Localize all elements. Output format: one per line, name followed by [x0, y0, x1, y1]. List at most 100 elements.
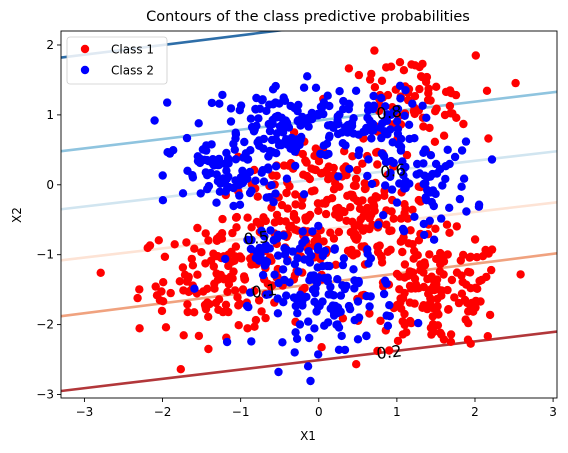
- point-class-2: [333, 320, 342, 329]
- point-class-2: [410, 212, 419, 221]
- point-class-1: [385, 226, 394, 236]
- point-class-1: [439, 335, 449, 344]
- point-class-2: [291, 161, 300, 171]
- point-class-1: [365, 75, 375, 84]
- point-class-2: [324, 290, 333, 299]
- point-class-1: [432, 306, 441, 316]
- point-class-2: [419, 159, 428, 168]
- point-class-1: [443, 250, 452, 259]
- point-class-1: [365, 309, 374, 318]
- point-class-2: [158, 196, 168, 205]
- y-tick-label: −3: [36, 388, 54, 402]
- point-class-2: [367, 179, 377, 189]
- point-class-2: [400, 184, 409, 193]
- legend-marker-class-1: [80, 44, 90, 54]
- point-class-1: [151, 282, 160, 291]
- point-class-1: [352, 360, 361, 369]
- point-class-2: [283, 140, 293, 150]
- point-class-1: [190, 308, 199, 317]
- point-class-2: [422, 185, 432, 195]
- point-class-2: [271, 81, 280, 91]
- point-class-1: [451, 90, 461, 100]
- point-class-1: [386, 62, 396, 71]
- point-class-2: [392, 117, 402, 126]
- point-class-2: [334, 345, 344, 354]
- contour-label: 0.5: [243, 227, 270, 249]
- point-class-1: [327, 194, 337, 203]
- contour-label-group: 0.6: [379, 160, 406, 182]
- point-class-2: [163, 98, 172, 107]
- point-class-2: [215, 187, 225, 196]
- point-class-1: [268, 171, 277, 180]
- point-class-1: [484, 134, 493, 143]
- point-class-1: [439, 270, 448, 279]
- point-class-2: [438, 181, 447, 190]
- point-class-1: [410, 246, 419, 256]
- point-class-2: [323, 121, 333, 130]
- point-class-2: [379, 289, 389, 299]
- point-class-1: [232, 223, 241, 232]
- point-class-2: [258, 270, 268, 280]
- point-class-2: [294, 267, 303, 276]
- point-class-2: [271, 162, 281, 171]
- point-class-1: [357, 224, 367, 233]
- point-class-2: [270, 270, 279, 279]
- point-class-1: [154, 236, 163, 245]
- point-class-2: [278, 265, 288, 274]
- point-class-1: [175, 277, 184, 286]
- point-class-2: [414, 318, 423, 328]
- point-class-2: [235, 191, 244, 200]
- legend-box: [66, 36, 168, 85]
- point-class-2: [278, 338, 287, 347]
- point-class-2: [203, 171, 212, 180]
- y-tick-label: −1: [36, 248, 54, 262]
- point-class-2: [290, 348, 299, 357]
- point-class-1: [421, 77, 431, 87]
- point-class-1: [389, 214, 398, 223]
- point-class-1: [393, 336, 403, 346]
- point-class-1: [297, 201, 307, 210]
- point-class-1: [228, 228, 237, 238]
- point-class-2: [333, 129, 343, 139]
- point-class-2: [278, 128, 288, 137]
- point-class-2: [383, 321, 393, 330]
- point-class-1: [403, 214, 412, 223]
- point-class-1: [135, 285, 144, 294]
- point-class-2: [182, 133, 192, 143]
- y-axis-label: X2: [10, 207, 24, 223]
- point-class-2: [455, 194, 465, 204]
- point-class-2: [163, 148, 172, 157]
- point-class-2: [273, 309, 283, 318]
- point-class-2: [393, 104, 403, 114]
- point-class-1: [351, 174, 361, 184]
- point-class-1: [426, 323, 436, 333]
- point-class-2: [408, 99, 417, 108]
- x-tick-label: 1: [393, 405, 401, 419]
- point-class-1: [324, 162, 333, 171]
- x-tick-label: −2: [154, 405, 172, 419]
- point-class-1: [348, 217, 357, 226]
- x-tick-label: −3: [76, 405, 94, 419]
- point-class-2: [283, 257, 292, 266]
- data-points: [96, 46, 525, 386]
- point-class-2: [247, 122, 257, 132]
- point-class-1: [431, 224, 440, 233]
- point-class-2: [286, 101, 295, 111]
- point-class-2: [306, 251, 316, 260]
- y-tick-label: 1: [46, 108, 54, 122]
- point-class-2: [245, 167, 255, 177]
- point-class-2: [429, 235, 439, 244]
- point-class-2: [365, 302, 374, 311]
- point-class-2: [293, 254, 302, 263]
- point-class-2: [359, 127, 368, 137]
- point-class-2: [445, 203, 454, 212]
- point-class-2: [158, 171, 167, 180]
- point-class-1: [319, 237, 328, 246]
- point-class-2: [364, 101, 373, 110]
- point-class-2: [304, 113, 313, 123]
- point-class-1: [334, 203, 343, 213]
- point-class-2: [304, 317, 313, 326]
- point-class-2: [462, 207, 471, 216]
- point-class-1: [292, 215, 301, 224]
